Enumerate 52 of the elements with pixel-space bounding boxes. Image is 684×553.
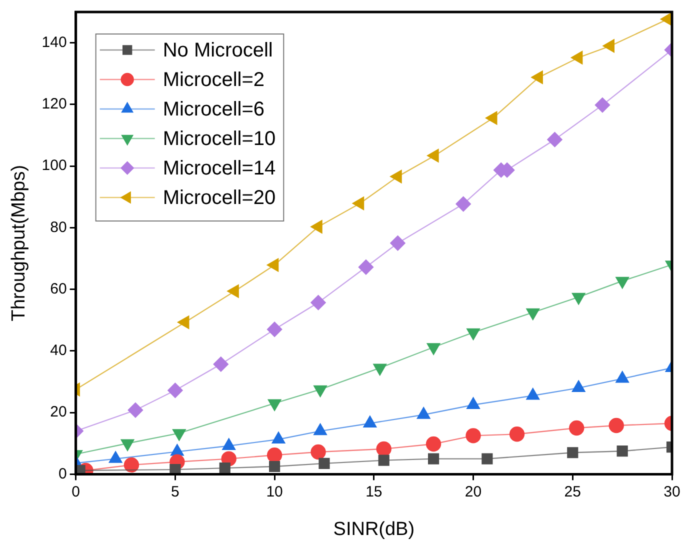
point <box>547 132 562 148</box>
legend-label: Microcell=2 <box>162 69 265 92</box>
point <box>168 382 183 398</box>
point <box>378 454 390 466</box>
legend-label: No Microcell <box>162 40 273 62</box>
point <box>390 236 406 251</box>
point <box>486 111 498 125</box>
point <box>456 196 471 212</box>
point <box>213 356 228 372</box>
point <box>482 453 493 464</box>
x-tick-label: 30 <box>664 483 680 500</box>
x-tick-label: 25 <box>564 483 581 500</box>
x-tick-label: 15 <box>366 483 382 500</box>
point <box>128 402 144 418</box>
legend-label: Microcell=20 <box>162 187 276 210</box>
x-tick-label: 5 <box>171 483 180 500</box>
point <box>571 50 583 64</box>
point <box>428 453 440 464</box>
y-axis-title: Throughput(Mbps) <box>8 164 30 322</box>
legend-label: Microcell=10 <box>162 128 276 150</box>
point <box>594 97 610 113</box>
y-tick-label: 40 <box>50 342 67 360</box>
x-tick-label: 20 <box>464 483 482 500</box>
point <box>376 441 392 457</box>
point <box>608 418 624 434</box>
point <box>219 462 230 474</box>
y-tick-label: 120 <box>42 96 67 113</box>
point <box>466 428 481 444</box>
legend-label: Microcell=6 <box>162 98 265 121</box>
x-tick-label: 10 <box>266 483 283 500</box>
y-tick-label: 140 <box>42 34 67 51</box>
point <box>266 447 282 463</box>
point <box>567 447 578 458</box>
point <box>124 457 140 473</box>
y-tick-label: 0 <box>58 465 67 482</box>
point <box>509 426 525 442</box>
point <box>616 446 628 457</box>
x-axis-title: SINR(dB) <box>333 518 415 540</box>
x-tick-label: 0 <box>72 483 80 500</box>
y-tick-label: 80 <box>50 218 67 236</box>
y-tick-label: 20 <box>50 404 67 421</box>
point <box>310 444 326 460</box>
point <box>569 420 584 436</box>
point <box>358 260 374 275</box>
point <box>269 460 280 472</box>
legend-label: Microcell=14 <box>162 158 276 180</box>
point <box>426 436 442 452</box>
point <box>266 322 282 337</box>
point <box>318 458 330 469</box>
y-tick-label: 100 <box>42 157 67 174</box>
y-tick-label: 60 <box>50 280 67 298</box>
point <box>310 294 326 310</box>
